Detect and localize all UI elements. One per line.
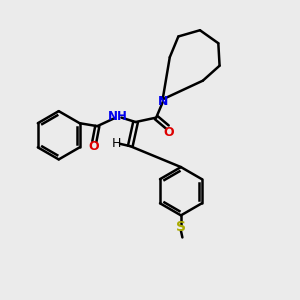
Text: N: N xyxy=(158,95,168,108)
Text: NH: NH xyxy=(107,110,127,123)
Text: O: O xyxy=(164,125,174,139)
Text: H: H xyxy=(112,137,121,150)
Text: O: O xyxy=(88,140,99,153)
Text: S: S xyxy=(176,220,186,234)
